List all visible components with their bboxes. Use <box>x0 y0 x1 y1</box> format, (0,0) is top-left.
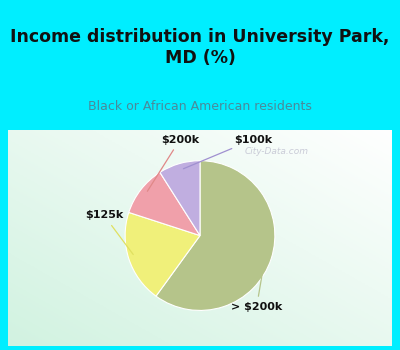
Text: City-Data.com: City-Data.com <box>245 147 309 156</box>
Wedge shape <box>129 172 200 236</box>
Wedge shape <box>156 161 275 310</box>
Wedge shape <box>125 212 200 296</box>
Text: Black or African American residents: Black or African American residents <box>88 100 312 113</box>
Text: $200k: $200k <box>147 135 199 191</box>
Text: $100k: $100k <box>184 135 272 169</box>
Wedge shape <box>160 161 200 236</box>
Text: $125k: $125k <box>85 210 133 254</box>
Text: > $200k: > $200k <box>231 259 282 312</box>
Text: Income distribution in University Park,
MD (%): Income distribution in University Park, … <box>10 28 390 67</box>
